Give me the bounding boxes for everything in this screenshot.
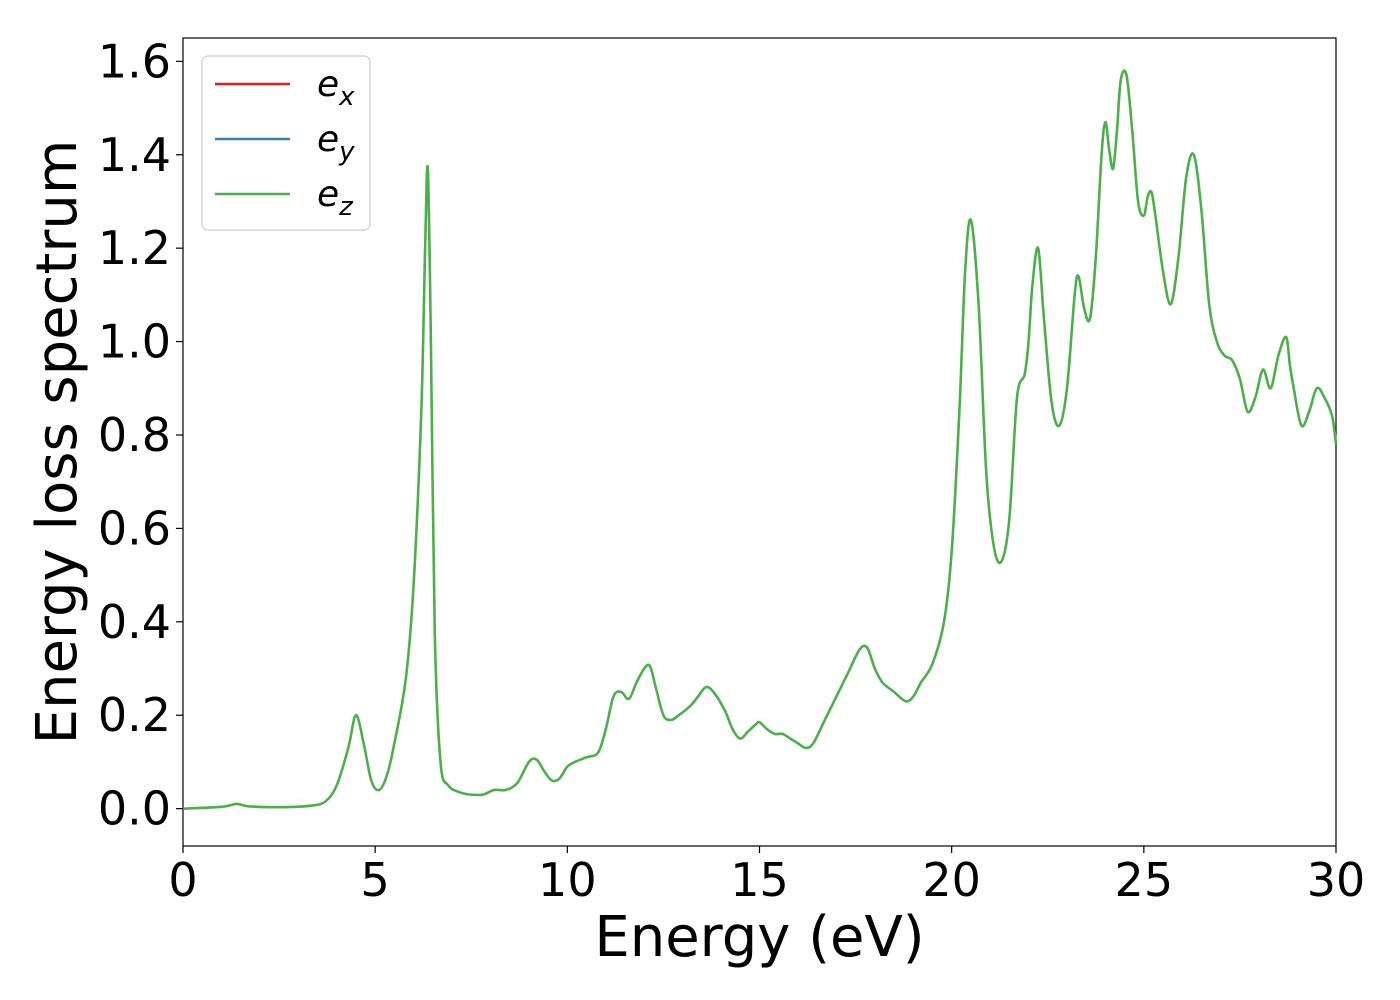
y-tick-label: 0.6 bbox=[98, 501, 171, 555]
x-axis-title: Energy (eV) bbox=[594, 905, 924, 970]
series-line bbox=[182, 69, 1338, 810]
y-tick-label: 1.0 bbox=[98, 315, 171, 369]
legend-label: ex bbox=[317, 64, 355, 112]
y-axis-title: Energy loss spectrum bbox=[25, 140, 90, 745]
x-tick-label: 30 bbox=[1307, 853, 1366, 907]
y-axis-ticks: 0.0 0.2 0.4 0.6 0.8 1.0 1.2 1.4 1.6 bbox=[98, 34, 183, 836]
x-tick-label: 25 bbox=[1115, 853, 1174, 907]
legend-label: ey bbox=[317, 119, 355, 167]
y-tick-label: 0.4 bbox=[98, 595, 171, 649]
y-tick-label: 0.8 bbox=[98, 408, 171, 462]
x-tick-label: 5 bbox=[361, 853, 390, 907]
y-tick-label: 0.2 bbox=[98, 688, 171, 742]
y-tick-label: 0.0 bbox=[98, 782, 171, 836]
x-tick-label: 0 bbox=[168, 853, 197, 907]
y-tick-label: 1.2 bbox=[98, 221, 171, 275]
y-tick-label: 1.6 bbox=[98, 34, 171, 88]
legend: ex ey ez bbox=[201, 55, 371, 231]
x-tick-label: 10 bbox=[538, 853, 597, 907]
series-lines bbox=[182, 69, 1338, 810]
x-axis-ticks: 0 5 10 15 20 25 30 bbox=[168, 846, 1365, 907]
legend-box bbox=[201, 55, 371, 231]
plot-area bbox=[182, 37, 1337, 847]
y-tick-label: 1.4 bbox=[98, 128, 171, 182]
x-tick-label: 15 bbox=[730, 853, 789, 907]
x-tick-label: 20 bbox=[922, 853, 981, 907]
legend-label: ez bbox=[317, 174, 354, 222]
